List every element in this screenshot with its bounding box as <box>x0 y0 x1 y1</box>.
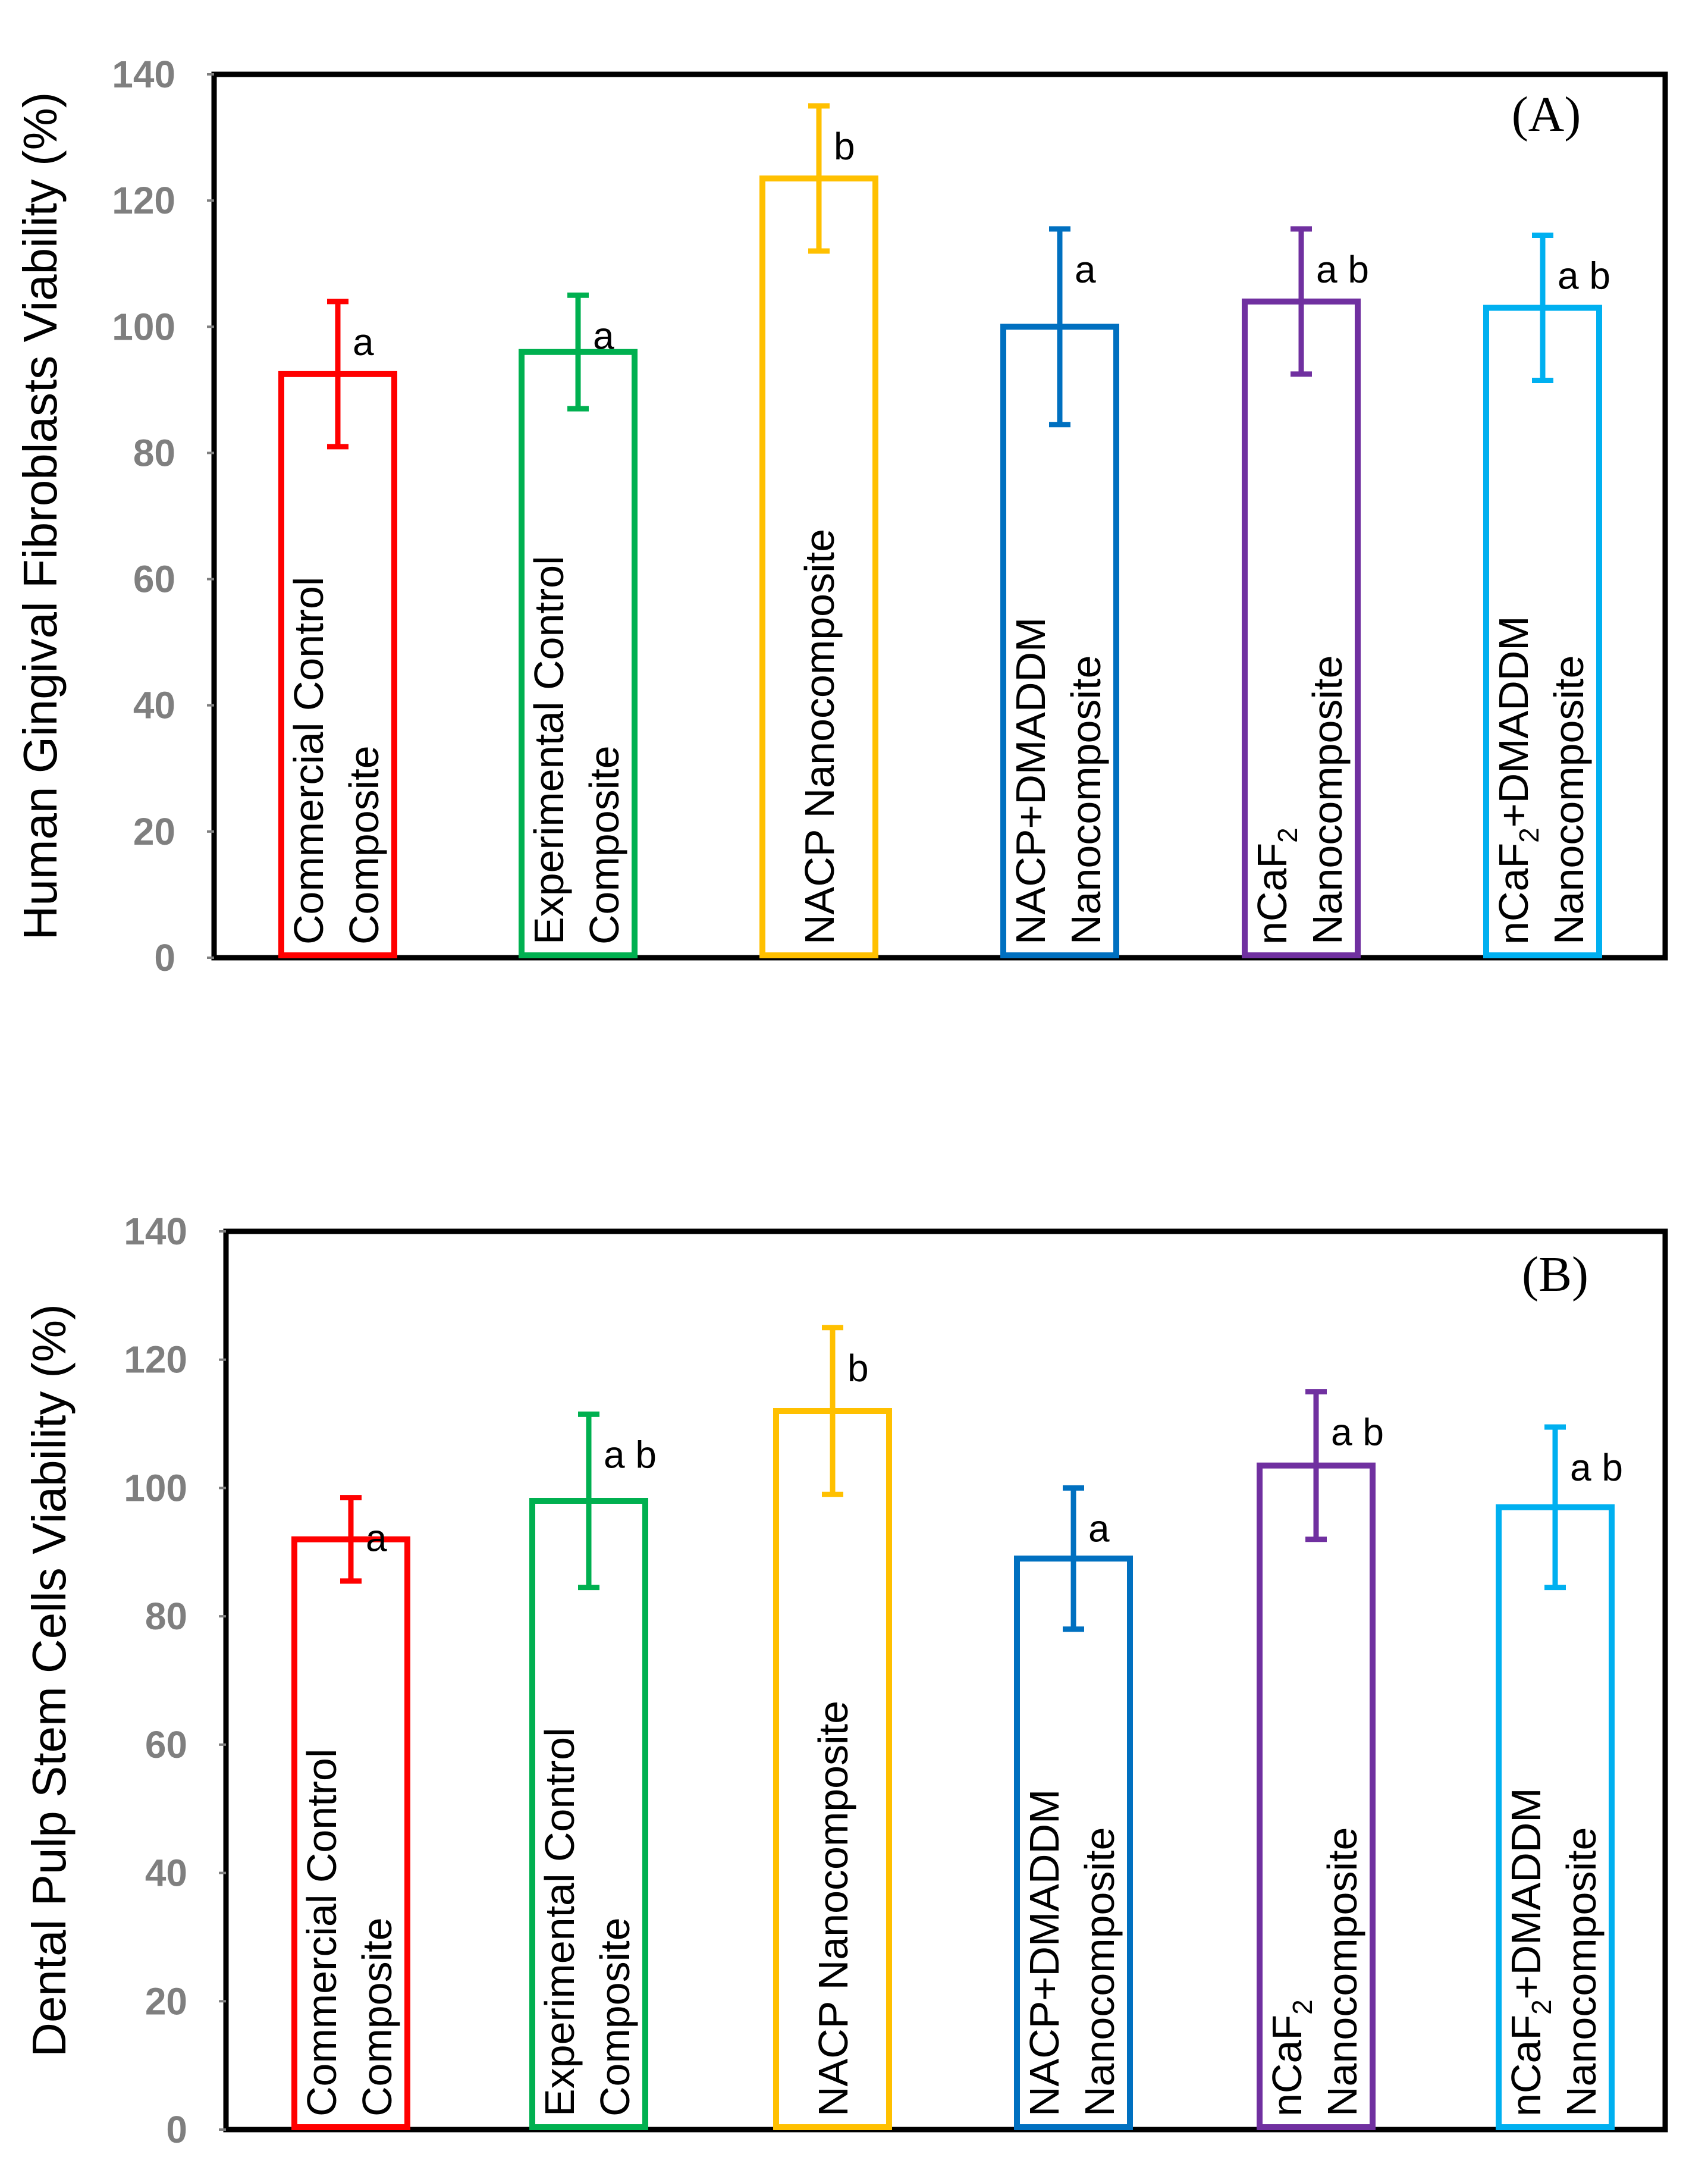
y-tick-label: 20 <box>133 810 175 853</box>
significance-label: a b <box>1331 1411 1384 1454</box>
bar-category-label-line2: Nanocomposite <box>1063 656 1109 945</box>
bar-category-text: NACP+DMADDM <box>1007 617 1054 945</box>
bar-group: a b nCaF2+DMADDM Nanocomposite <box>1496 1424 1623 2130</box>
significance-label: b <box>834 125 855 168</box>
bar <box>773 1408 892 2130</box>
bar-category-label-line2: Nanocomposite <box>1558 1827 1605 2116</box>
panel-label: (A) <box>1512 87 1581 142</box>
bar-category-label: nCaF2 <box>1249 827 1303 945</box>
significance-label: a b <box>1570 1446 1623 1489</box>
y-tick-label: 60 <box>133 558 175 601</box>
bar-group: a b nCaF2+DMADDM Nanocomposite <box>1483 232 1610 959</box>
bar <box>519 349 638 958</box>
bar-category-label: nCaF2+DMADDM <box>1490 616 1544 945</box>
bar-category-label: NACP Nanocomposite <box>796 529 843 945</box>
significance-label: a <box>353 321 374 363</box>
y-tick-label: 40 <box>133 684 175 727</box>
bar-category-text: Commercial Control <box>299 1749 345 2116</box>
bar-category-text: nCaF <box>1249 843 1295 945</box>
bar-category-label: nCaF2+DMADDM <box>1503 1788 1557 2116</box>
y-axis-label: Human Gingival Fibroblasts Viability (%) <box>14 92 67 940</box>
bar-category-label: Experimental Control <box>536 1727 583 2116</box>
bar-category-label: NACP Nanocomposite <box>810 1701 856 2116</box>
bar-category-label-line2: Nanocomposite <box>1304 656 1351 945</box>
y-axis-label: Dental Pulp Stem Cells Viability (%) <box>23 1304 76 2057</box>
bar <box>759 175 878 959</box>
y-tick-label: 120 <box>124 1338 187 1381</box>
bar <box>1257 1462 1376 2130</box>
significance-label: a b <box>604 1433 657 1476</box>
bar <box>1483 305 1602 959</box>
y-tick-label: 20 <box>145 1980 187 2023</box>
y-tick-label: 100 <box>124 1466 187 1509</box>
significance-label: a <box>593 314 614 357</box>
significance-label: b <box>847 1347 869 1390</box>
plot-frame <box>223 1228 1668 2133</box>
bar-category-label-line2: Composite <box>592 1917 638 2116</box>
bar-category-text: nCaF <box>1503 2015 1549 2116</box>
y-tick-label: 0 <box>154 936 175 979</box>
bar-group: a Commercial Control Composite <box>291 1495 410 2131</box>
panel-label: (B) <box>1522 1247 1588 1302</box>
bar <box>1242 298 1361 958</box>
bar <box>1000 324 1119 958</box>
y-tick-label: 80 <box>133 431 175 474</box>
chart-panel-a: 0 20 40 60 80 100 120 140 Human Gingival Fibrobl… <box>14 53 1668 979</box>
bar-category-label: Commercial Control <box>285 577 332 945</box>
bar-category-suffix: +DMADDM <box>1490 616 1537 827</box>
y-tick-label: 0 <box>166 2108 187 2151</box>
bar-category-label-line2: Composite <box>341 745 387 945</box>
bar-category-label-line2: Composite <box>354 1917 400 2116</box>
significance-label: a <box>366 1517 387 1560</box>
bar-category-subscript: 2 <box>1526 1999 1557 2015</box>
y-tick-label: 100 <box>112 305 175 348</box>
bar <box>291 1536 410 2131</box>
bar-category-label: NACP+DMADDM <box>1021 1789 1068 2116</box>
bar-group: a NACP+DMADDM Nanocomposite <box>1014 1485 1133 2131</box>
bar <box>1014 1556 1133 2131</box>
y-tick-label: 60 <box>145 1723 187 1766</box>
bar-category-label: Commercial Control <box>299 1749 345 2116</box>
bar-category-label: Experimental Control <box>526 556 572 945</box>
bar-category-suffix: +DMADDM <box>1503 1788 1549 1999</box>
bar-group: a b nCaF2 Nanocomposite <box>1257 1389 1384 2130</box>
y-tick-label: 80 <box>145 1595 187 1638</box>
bar-group: b NACP Nanocomposite <box>773 1325 892 2130</box>
bar-category-label-line2: Composite <box>581 745 627 945</box>
significance-label: a <box>1075 248 1096 291</box>
bar-category-text: Commercial Control <box>285 577 332 945</box>
bar-category-text: NACP Nanocomposite <box>810 1701 856 2116</box>
significance-label: a b <box>1558 254 1610 297</box>
bar-category-text: nCaF <box>1264 2015 1310 2116</box>
y-tick-label: 40 <box>145 1852 187 1895</box>
bar-group: b NACP Nanocomposite <box>759 103 878 959</box>
bar-category-label: NACP+DMADDM <box>1007 617 1054 945</box>
bar-category-label-line2: Nanocomposite <box>1076 1827 1123 2116</box>
bar-group: a Experimental Control Composite <box>519 292 638 958</box>
bar-category-label-line2: Nanocomposite <box>1319 1827 1365 2116</box>
significance-label: a b <box>1316 248 1369 291</box>
bar-group: a NACP+DMADDM Nanocomposite <box>1000 226 1119 958</box>
y-tick-label: 120 <box>112 179 175 222</box>
significance-label: a <box>1088 1507 1110 1550</box>
bar <box>278 371 397 958</box>
bar-category-subscript: 2 <box>1272 827 1303 843</box>
bar-category-subscript: 2 <box>1287 1999 1318 2015</box>
bar-group: a b nCaF2 Nanocomposite <box>1242 226 1369 958</box>
bar-category-text: NACP Nanocomposite <box>796 529 843 945</box>
bar-category-text: Experimental Control <box>526 556 572 945</box>
bar-category-text: Experimental Control <box>536 1727 583 2116</box>
chart-panel-b: 0 20 40 60 80 100 120 140 Dental Pulp Stem Cells… <box>23 1210 1668 2151</box>
bar-category-label-line2: Nanocomposite <box>1546 656 1592 945</box>
y-tick-label: 140 <box>124 1210 187 1253</box>
bar-category-label: nCaF2 <box>1264 1999 1318 2116</box>
bar-group: a b Experimental Control Composite <box>529 1411 657 2130</box>
bar-category-text: nCaF <box>1490 843 1537 945</box>
bar-category-subscript: 2 <box>1514 827 1544 843</box>
bar-group: a Commercial Control Composite <box>278 299 397 958</box>
bar-category-text: NACP+DMADDM <box>1021 1789 1068 2116</box>
y-tick-label: 140 <box>112 53 175 96</box>
plot-frame <box>211 71 1668 961</box>
